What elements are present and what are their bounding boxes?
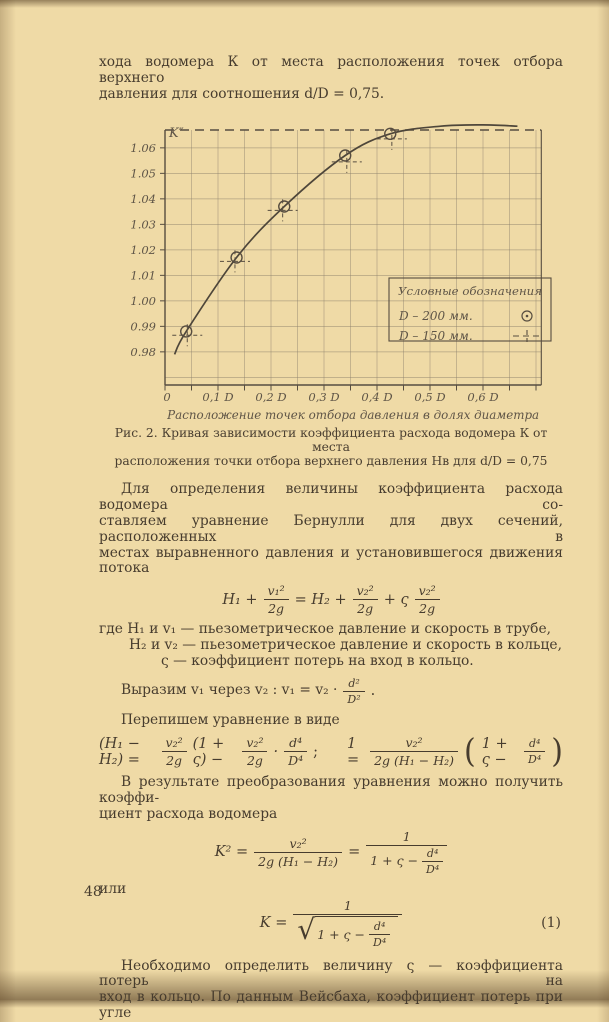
svg-text:0,2 D: 0,2 D [255,390,286,404]
eq-term: K² = [214,844,249,861]
svg-text:0.99: 0.99 [130,320,156,334]
caption-line: расположения точки отбора верхнего давле… [114,454,548,469]
eq-term: · [273,743,279,760]
fraction: 1 1 + ς − d⁴ D⁴ [366,829,448,876]
svg-text:0,5 D: 0,5 D [414,390,445,404]
figure-2: 0.98 0.99 1.00 1.01 1.02 1.03 1.04 1.05 1.06 0 0,1… [99,124,563,426]
body-line: местах выравненного давления и установив… [99,544,563,577]
radical: √ 1 + ς − d⁴ D⁴ [297,915,399,949]
eq-term: H₁ + [222,591,258,608]
eq-term: Выразим v₁ через v₂ : v₁ = v₂ · [121,682,338,699]
svg-text:0,4 D: 0,4 D [361,390,392,404]
svg-text:Условные обозначения: Условные обозначения [398,284,542,298]
svg-text:D – 200 мм.: D – 200 мм. [398,309,473,323]
body-line: вход в кольцо. По данным Вейсбаха, коэфф… [99,989,563,1021]
fraction: v₂² 2g (H₁ − H₂) [370,735,458,768]
page-number: 48 [84,884,102,900]
eq-term: (1 + ς) − [192,735,225,768]
eq-term: ; [313,743,319,760]
right-paren: ) [551,732,563,772]
equation-number: (1) [541,915,561,932]
equation-k-row: K = 1 √ 1 + ς − d⁴ D⁴ (1) [99,898,563,949]
body-line: циент расхода водомера [99,805,278,822]
intro-paragraph: хода водомера К от места расположения то… [99,54,563,102]
rewrite-intro: Перепишем уравнение в виде [121,711,340,728]
body-line: ставляем уравнение Бернулли для двух сеч… [99,512,563,545]
svg-text:0,3 D: 0,3 D [308,390,339,404]
fraction: v₂² 2g (H₁ − H₂) [254,836,343,869]
svg-text:0.98: 0.98 [130,345,156,359]
discharge-coefficient-chart: 0.98 0.99 1.00 1.01 1.02 1.03 1.04 1.05 1.06 0 0,1… [130,124,552,422]
eq-term: (H₁ − H₂) = [99,735,140,768]
fraction: v₂² 2g [242,735,268,768]
svg-text:1.04: 1.04 [130,192,156,206]
svg-text:1.05: 1.05 [130,167,156,181]
left-paren: ( [464,732,476,772]
svg-text:1.01: 1.01 [130,269,156,283]
or-label: или [99,880,127,897]
eq-term: = [348,844,361,861]
fraction: v₂² 2g [414,583,440,616]
equation-bernoulli: H₁ + v₁² 2g = H₂ + v₂² 2g + ς v₂² 2g [99,583,563,616]
equation-k-squared: K² = v₂² 2g (H₁ − H₂) = 1 1 + ς − d⁴ D⁴ [99,829,563,876]
fraction: d⁴ D⁴ [284,735,308,768]
svg-text:K″: K″ [168,126,184,141]
eq-term: K = [259,915,288,932]
where-line: H₂ и v₂ — пьезометрическое давление и ск… [129,636,562,653]
eq-term: = H₂ + [294,591,347,608]
svg-text:1.03: 1.03 [130,218,156,232]
svg-text:0,1 D: 0,1 D [202,390,233,404]
paragraph-bernoulli: Для определения величины коэффициента ра… [99,482,563,577]
equation-k: K = 1 √ 1 + ς − d⁴ D⁴ [99,898,563,949]
fraction: 1 √ 1 + ς − d⁴ D⁴ [293,898,403,949]
intro-line: хода водомера К от места расположения то… [99,54,563,86]
intro-line: давления для соотношения d/D = 0,75. [99,85,385,102]
svg-text:1.02: 1.02 [130,243,156,257]
eq-term: 1 + ς − [481,735,508,768]
svg-text:D – 150 мм.: D – 150 мм. [398,329,473,343]
expression-v1: Выразим v₁ через v₂ : v₁ = v₂ · d² D² . [99,677,563,706]
svg-text:0,6 D: 0,6 D [467,390,498,404]
fraction: d⁴ D⁴ [524,737,546,766]
svg-text:1.00: 1.00 [130,294,156,308]
svg-text:Расположение точек отбора давл: Расположение точек отбора давления в дол… [166,407,539,422]
fraction: v₂² 2g [161,735,187,768]
paragraph-outro: Необходимо определить величину ς — коэфф… [99,957,563,1022]
eq-term: . [370,683,376,700]
paragraph-k2: В результате преобразования уравнения мо… [99,775,563,822]
equation-rewritten: (H₁ − H₂) = v₂² 2g (1 + ς) − v₂² 2g · d⁴ D⁴… [99,732,563,772]
where-line: ς — коэффициент потерь на вход в кольцо. [161,652,474,669]
body-line: Для определения величины коэффициента ра… [99,481,563,514]
body-line: В результате преобразования уравнения мо… [99,774,563,807]
fraction: d⁴ D⁴ [369,920,391,949]
svg-text:0: 0 [163,390,170,404]
where-line: где H₁ и v₁ — пьезометрическое давление … [99,621,552,638]
body-line: Необходимо определить величину ς — коэфф… [99,957,563,990]
where-block: где H₁ и v₁ — пьезометрическое давление … [99,621,563,669]
svg-text:1.06: 1.06 [130,141,156,155]
figure-caption: Рис. 2. Кривая зависимости коэффициента … [99,426,563,468]
eq-term: + ς [383,591,409,608]
fraction: d⁴ D⁴ [422,847,444,876]
fraction: d² D² [343,677,365,706]
fraction: v₁² 2g [263,583,289,616]
fraction: v₂² 2g [352,583,378,616]
eq-term: 1 = [347,735,360,768]
caption-line: Рис. 2. Кривая зависимости коэффициента … [114,426,548,455]
